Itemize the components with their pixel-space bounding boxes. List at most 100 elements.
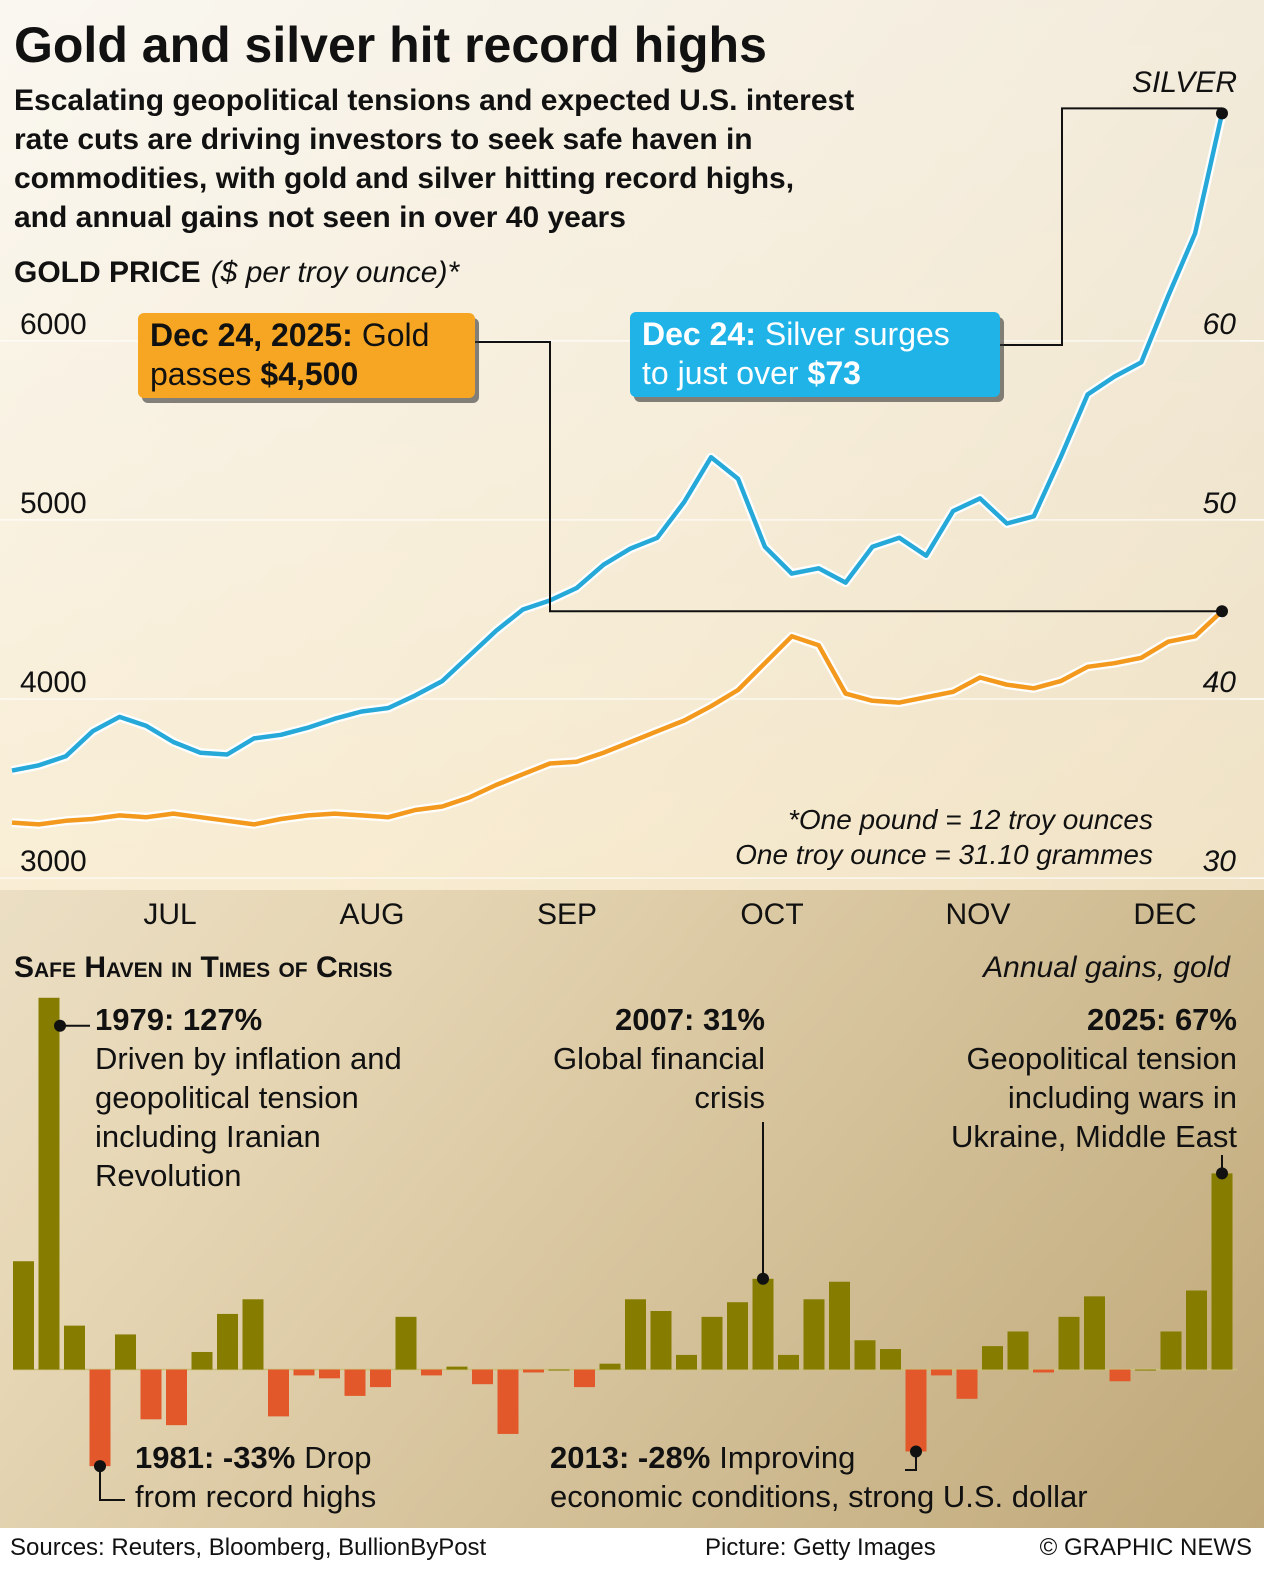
y-unit: ($ per troy ounce)* <box>211 256 461 289</box>
bar <box>38 997 60 1370</box>
bar <box>140 1369 162 1420</box>
bar <box>1160 1331 1182 1370</box>
x-tick-label: JUL <box>143 898 196 931</box>
bar <box>676 1354 697 1370</box>
bar <box>268 1369 289 1417</box>
leader-line <box>475 341 1222 613</box>
y-tick-label: 5000 <box>20 487 87 520</box>
bar <box>854 1340 876 1370</box>
series-label: SILVER <box>1132 66 1237 99</box>
x-tick-label: OCT <box>740 898 803 931</box>
y2-tick-label: 50 <box>1203 487 1237 520</box>
annotation-head: 1979: 127% <box>95 1002 262 1037</box>
annotation-line: including Iranian <box>95 1119 321 1154</box>
callout-text: passes $4,500 <box>150 356 358 392</box>
x-tick-label: DEC <box>1133 898 1196 931</box>
footnote: One troy ounce = 31.10 grammes <box>735 839 1153 870</box>
y-tick-label: 3000 <box>20 845 87 878</box>
bar <box>191 1351 213 1370</box>
annotation-line: Geopolitical tension <box>966 1041 1237 1076</box>
annotation-line: crisis <box>694 1080 765 1115</box>
y-tick-label: 6000 <box>20 308 87 341</box>
bar <box>293 1369 315 1376</box>
annotation-line: Driven by inflation and <box>95 1041 402 1076</box>
footnote: *One pound = 12 troy ounces <box>788 804 1153 835</box>
callout-text: Dec 24, 2025: Gold <box>150 317 429 353</box>
annotation-dot <box>757 1272 769 1285</box>
bar <box>574 1369 595 1388</box>
callout-date: Dec 24: <box>642 316 756 352</box>
end-dot <box>1216 107 1228 120</box>
title: Gold and silver hit record highs <box>14 17 767 73</box>
callout-box <box>138 313 475 398</box>
bar <box>217 1313 238 1370</box>
annotation-line: including wars in <box>1008 1080 1237 1115</box>
annotation-line: geopolitical tension <box>95 1080 359 1115</box>
bar <box>1033 1369 1054 1373</box>
annotation-line: economic conditions, strong U.S. dollar <box>550 1479 1088 1514</box>
bar <box>803 1299 825 1370</box>
annotation-leader <box>99 1466 125 1501</box>
annotation-line: Global financial <box>553 1041 765 1076</box>
footer-band <box>0 1528 1264 1584</box>
annotation-line: Ukraine, Middle East <box>951 1119 1237 1154</box>
callout-value: $73 <box>808 355 861 391</box>
x-tick-label: SEP <box>537 898 597 931</box>
bar <box>166 1369 187 1426</box>
bar <box>1186 1290 1207 1370</box>
annotation-line: Revolution <box>95 1158 241 1193</box>
annotation-head: 2025: 67% <box>1087 1002 1237 1037</box>
bar <box>370 1369 391 1388</box>
annotation-head: 2013: -28% <box>550 1440 710 1475</box>
bar <box>446 1366 468 1370</box>
annotation-line: from record highs <box>135 1479 376 1514</box>
bar <box>650 1311 672 1370</box>
bar <box>472 1369 493 1385</box>
callout-box <box>630 312 1000 397</box>
callout-line: passes <box>150 356 251 392</box>
subtitle-line: commodities, with gold and silver hittin… <box>14 162 794 195</box>
callout-line: Silver surges <box>765 316 950 352</box>
annotation-line: Drop <box>304 1440 371 1475</box>
annotation-text: 2013: -28% Improving <box>550 1440 855 1475</box>
bar <box>13 1261 34 1370</box>
bar <box>497 1369 519 1434</box>
annotation-dot <box>1216 1167 1228 1180</box>
line <box>11 609 1224 827</box>
annotation-text: 1979: 127% <box>95 1002 262 1037</box>
callout-line: Gold <box>362 317 430 353</box>
bar <box>395 1316 417 1370</box>
picture-credit: Picture: Getty Images <box>705 1534 936 1561</box>
annotation-dot <box>54 1019 66 1032</box>
annotation-text: 2007: 31% <box>615 1002 765 1037</box>
callout-date: Dec 24, 2025: <box>150 317 353 353</box>
bar-subtitle: Annual gains, gold <box>981 951 1231 984</box>
bar <box>344 1369 366 1396</box>
y2-tick-label: 30 <box>1203 845 1237 878</box>
bar <box>1007 1331 1029 1370</box>
bar <box>1084 1296 1105 1370</box>
bar <box>752 1278 774 1370</box>
bar <box>115 1334 136 1370</box>
subtitle-line: rate cuts are driving investors to seek … <box>14 123 753 156</box>
bar-title: Safe Haven in Times of Crisis <box>14 951 392 984</box>
callout-line: to just over <box>642 355 799 391</box>
leader-line <box>1000 107 1222 346</box>
bar <box>982 1346 1003 1370</box>
bar <box>778 1354 799 1370</box>
sources: Sources: Reuters, Bloomberg, BullionByPo… <box>10 1534 487 1561</box>
bar <box>421 1369 442 1376</box>
bar <box>599 1363 621 1370</box>
bar <box>319 1369 340 1379</box>
copyright: © GRAPHIC NEWS <box>1040 1534 1252 1561</box>
annotation-line: Improving <box>719 1440 855 1475</box>
annotation-dot <box>910 1445 922 1458</box>
annotation-text: 1981: -33% Drop <box>135 1440 371 1475</box>
bar <box>905 1369 927 1452</box>
bar <box>523 1369 544 1373</box>
annotation-text: 2025: 67% <box>1087 1002 1237 1037</box>
bar <box>242 1299 264 1370</box>
y2-tick-label: 40 <box>1203 666 1237 699</box>
x-tick-label: AUG <box>339 898 404 931</box>
callout-text: to just over $73 <box>642 355 861 391</box>
